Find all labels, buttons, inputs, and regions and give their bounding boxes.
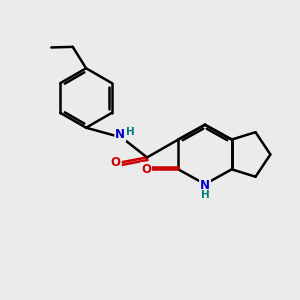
Text: N: N (200, 179, 210, 192)
Text: H: H (126, 127, 134, 137)
Text: N: N (115, 128, 125, 141)
Text: O: O (141, 163, 151, 176)
Text: H: H (201, 190, 209, 200)
Text: O: O (111, 156, 121, 169)
